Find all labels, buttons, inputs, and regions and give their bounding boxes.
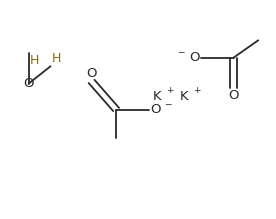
Text: +: +	[193, 86, 201, 95]
Text: O: O	[23, 77, 34, 90]
Text: −: −	[177, 48, 185, 57]
Text: −: −	[164, 100, 171, 109]
Text: O: O	[86, 67, 97, 80]
Text: K: K	[153, 90, 161, 103]
Text: H: H	[52, 52, 61, 65]
Text: O: O	[228, 89, 239, 102]
Text: H: H	[30, 54, 39, 67]
Text: O: O	[189, 51, 200, 64]
Text: +: +	[166, 86, 174, 95]
Text: K: K	[180, 90, 189, 103]
Text: O: O	[150, 103, 161, 116]
